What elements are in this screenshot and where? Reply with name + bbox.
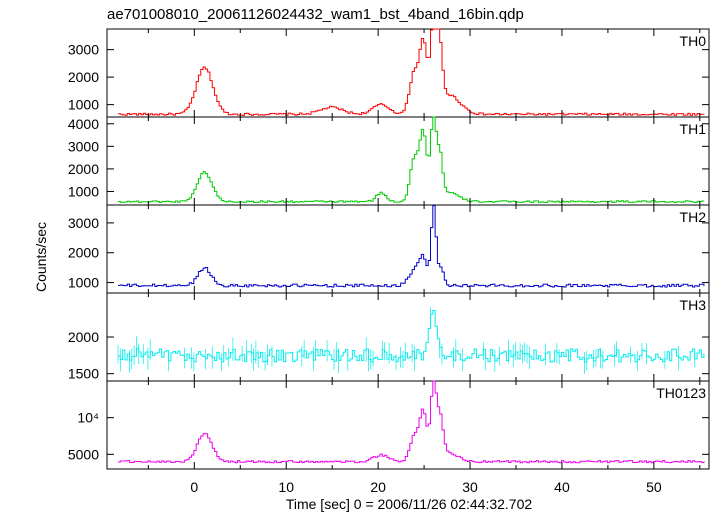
y-tick-label: 5000	[68, 446, 99, 462]
y-tick-label: 1000	[68, 183, 99, 199]
x-axis-label: Time [sec] 0 = 2006/11/26 02:44:32.702	[286, 496, 533, 512]
y-tick-label: 1000	[68, 97, 99, 113]
y-tick-label: 2000	[68, 69, 99, 85]
y-tick-label: 4000	[68, 116, 99, 132]
panel-label: TH0123	[656, 385, 706, 401]
panel-frame	[106, 380, 710, 470]
series-line	[118, 116, 705, 204]
panel-label: TH3	[680, 297, 707, 313]
y-tick-label: 3000	[68, 42, 99, 58]
x-tick-label: 20	[370, 479, 386, 495]
series-line	[118, 28, 705, 116]
x-tick-label: 10	[278, 479, 294, 495]
panel-label: TH2	[680, 209, 707, 225]
x-tick-label: 40	[554, 479, 570, 495]
y-tick-label: 2000	[68, 245, 99, 261]
y-tick-label: 1000	[68, 275, 99, 291]
x-tick-label: 0	[190, 479, 198, 495]
x-tick-label: 30	[462, 479, 478, 495]
y-tick-label: 10⁴	[77, 410, 99, 426]
panel-frame	[106, 292, 710, 382]
y-tick-label: 3000	[68, 215, 99, 231]
x-tick-label: 50	[646, 479, 662, 495]
panel-label: TH1	[680, 121, 707, 137]
panel-label: TH0	[680, 33, 707, 49]
y-tick-label: 1500	[68, 366, 99, 382]
chart-title: ae701008010_20061126024432_wam1_bst_4ban…	[107, 6, 524, 23]
y-tick-label: 2000	[68, 161, 99, 177]
series-line	[118, 380, 705, 464]
y-tick-label: 2000	[68, 329, 99, 345]
panels: TH0100020003000TH11000200030004000TH2100…	[68, 28, 710, 495]
y-axis-label: Counts/sec	[33, 222, 49, 292]
series-line	[118, 205, 705, 288]
series-line	[118, 309, 705, 363]
y-tick-label: 3000	[68, 138, 99, 154]
